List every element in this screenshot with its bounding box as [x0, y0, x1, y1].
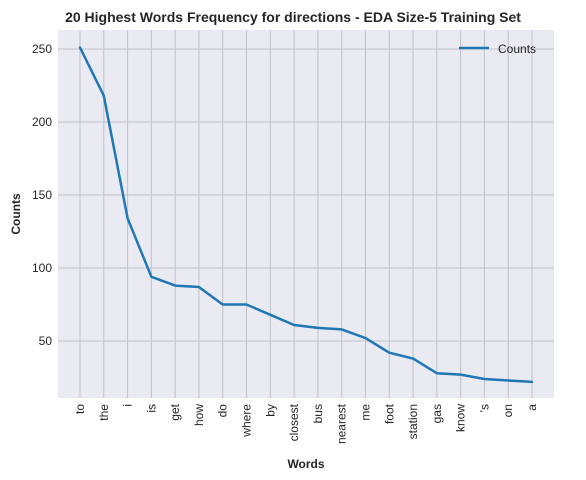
x-tick-label: station — [406, 404, 420, 439]
x-tick-label: get — [168, 403, 182, 420]
x-tick-label: do — [216, 404, 230, 418]
x-tick-label: know — [454, 404, 468, 432]
y-tick-label: 250 — [32, 42, 52, 56]
legend: Counts — [459, 42, 536, 56]
chart-title: 20 Highest Words Frequency for direction… — [65, 9, 521, 25]
legend-label: Counts — [498, 42, 536, 56]
x-tick-label: the — [97, 404, 111, 421]
x-tick-label: gas — [430, 404, 444, 423]
series-layer — [78, 46, 534, 384]
series-line — [78, 46, 534, 384]
y-tick-label: 200 — [32, 115, 52, 129]
y-axis-label: Counts — [9, 193, 23, 235]
x-tick-label: by — [263, 404, 277, 417]
grid — [58, 30, 554, 398]
x-tick-label: me — [358, 404, 372, 421]
x-axis-label: Words — [287, 457, 324, 471]
x-tick-label: where — [240, 404, 254, 438]
y-tick-label: 50 — [39, 334, 53, 348]
x-tick-label: 's — [477, 404, 491, 412]
x-tick-label: nearest — [335, 403, 349, 444]
x-tick-label: foot — [382, 403, 396, 424]
y-tick-label: 100 — [32, 261, 52, 275]
x-tick-label: a — [525, 404, 539, 411]
y-tick-label: 150 — [32, 188, 52, 202]
y-axis-ticks: 50 100 150 200 250 — [32, 42, 52, 348]
x-tick-label: bus — [311, 404, 325, 423]
x-tick-label: on — [501, 404, 515, 417]
x-tick-label: i — [121, 404, 135, 407]
x-tick-label: is — [144, 404, 158, 413]
x-axis-ticks: to the i is get how do where by closest bus nearest… — [73, 403, 539, 444]
x-tick-label: how — [192, 404, 206, 426]
x-tick-label: to — [73, 404, 87, 414]
x-tick-label: closest — [287, 403, 301, 441]
plot-area — [58, 30, 554, 398]
